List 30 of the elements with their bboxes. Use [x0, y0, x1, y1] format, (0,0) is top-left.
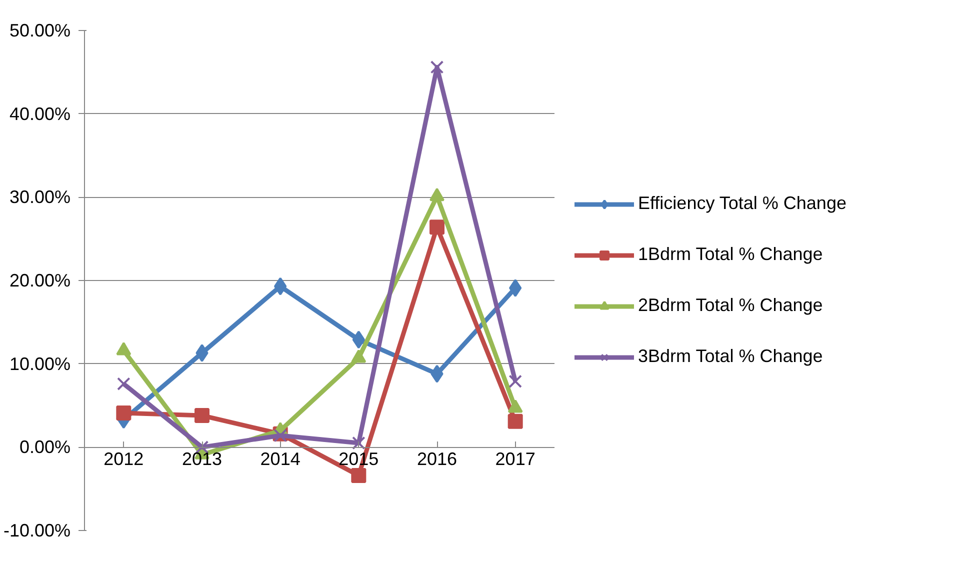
- y-tick-label: 30.00%: [9, 187, 71, 208]
- legend-label: 1Bdrm Total % Change: [638, 244, 823, 265]
- y-tick-label: 0.00%: [19, 437, 71, 458]
- point: [196, 344, 208, 362]
- point: [274, 277, 287, 296]
- point: [352, 436, 366, 450]
- point: [509, 279, 522, 297]
- point: [194, 408, 210, 423]
- legend-label: 2Bdrm Total % Change: [638, 295, 823, 316]
- y-tick-label: -10.00%: [3, 520, 71, 540]
- point: [430, 60, 444, 74]
- y-tick-label: 50.00%: [9, 20, 71, 40]
- legend-label: Efficiency Total % Change: [638, 193, 846, 214]
- y-tick-label: 10.00%: [9, 354, 71, 374]
- x-tick-label: 2012: [104, 449, 144, 470]
- point: [430, 364, 444, 383]
- point: [117, 377, 130, 390]
- point: [430, 220, 444, 235]
- y-tick-label: 40.00%: [9, 104, 71, 124]
- x-tick-label: 2013: [182, 449, 222, 470]
- point: [116, 406, 132, 420]
- legend-label: 3Bdrm Total % Change: [638, 346, 823, 367]
- x-tick-label: 2016: [416, 449, 458, 470]
- point: [351, 468, 366, 483]
- y-tick-label: 20.00%: [9, 270, 71, 290]
- point: [508, 414, 523, 429]
- point: [508, 374, 522, 388]
- x-tick-label: 2014: [260, 449, 300, 470]
- point: [352, 330, 365, 349]
- x-tick-label: 2017: [495, 449, 536, 470]
